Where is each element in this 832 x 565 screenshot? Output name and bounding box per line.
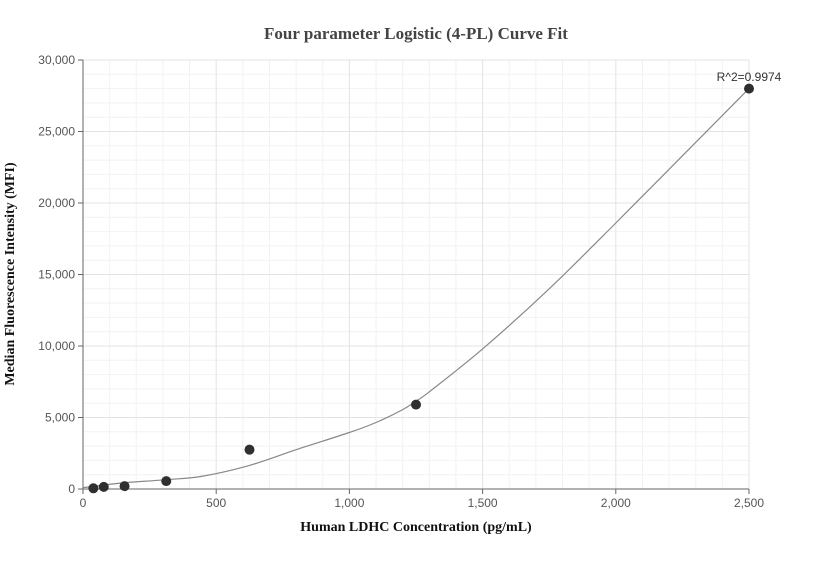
y-tick-label: 10,000 <box>38 339 75 353</box>
data-point <box>744 83 754 94</box>
y-tick-label: 25,000 <box>38 125 75 139</box>
data-point <box>119 481 130 492</box>
x-tick-label: 2,500 <box>734 496 764 510</box>
x-tick-label: 1,000 <box>334 496 364 510</box>
points-layer <box>88 83 754 494</box>
axes-layer <box>78 59 750 494</box>
data-point <box>411 399 421 410</box>
y-tick-label: 0 <box>68 482 75 496</box>
x-tick-label: 1,500 <box>468 496 498 510</box>
x-tick-label: 0 <box>80 496 87 510</box>
fit-curve-line <box>82 88 750 489</box>
data-point <box>88 483 99 494</box>
labels-layer: 0 500 1,000 1,500 2,000 2,500 0 5,000 10,000 15,0… <box>38 53 764 510</box>
y-tick-label: 5,000 <box>45 411 75 425</box>
r-squared-annotation: R^2=0.9974 <box>717 70 782 84</box>
curve-layer <box>82 88 750 489</box>
data-point <box>98 481 109 492</box>
x-tick-label: 500 <box>206 496 226 510</box>
data-point <box>161 476 172 487</box>
y-tick-label: 15,000 <box>38 268 75 282</box>
y-tick-label: 30,000 <box>38 53 75 67</box>
chart-title: Four parameter Logistic (4-PL) Curve Fit <box>264 24 568 43</box>
data-point <box>244 444 255 455</box>
y-tick-label: 20,000 <box>38 196 75 210</box>
x-tick-label: 2,000 <box>601 496 631 510</box>
x-axis-title: Human LDHC Concentration (pg/mL) <box>300 520 532 535</box>
y-axis-title: Median Fluorescence Intensity (MFI) <box>3 162 18 386</box>
grid-layer <box>83 59 750 489</box>
